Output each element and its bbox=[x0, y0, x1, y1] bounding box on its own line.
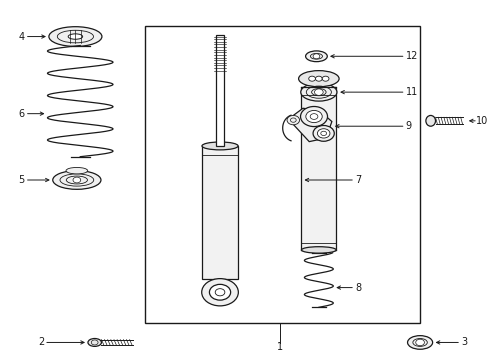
Ellipse shape bbox=[49, 27, 102, 46]
Ellipse shape bbox=[408, 336, 433, 349]
Ellipse shape bbox=[301, 83, 337, 101]
Text: 1: 1 bbox=[277, 342, 283, 352]
Text: 11: 11 bbox=[406, 87, 418, 97]
Circle shape bbox=[73, 177, 81, 183]
Circle shape bbox=[202, 279, 238, 306]
Ellipse shape bbox=[306, 51, 327, 62]
Circle shape bbox=[287, 116, 299, 125]
Circle shape bbox=[306, 111, 322, 123]
Polygon shape bbox=[294, 108, 332, 141]
Text: 7: 7 bbox=[355, 175, 361, 185]
Text: 3: 3 bbox=[461, 337, 467, 347]
Ellipse shape bbox=[68, 34, 83, 39]
Circle shape bbox=[318, 129, 330, 138]
Circle shape bbox=[315, 89, 323, 95]
Ellipse shape bbox=[298, 71, 339, 87]
Text: 9: 9 bbox=[406, 121, 412, 131]
Text: 2: 2 bbox=[38, 337, 44, 347]
Text: 12: 12 bbox=[406, 51, 418, 61]
Text: 8: 8 bbox=[355, 283, 361, 293]
Circle shape bbox=[322, 76, 329, 81]
Circle shape bbox=[300, 107, 327, 127]
Bar bbox=[146, 26, 420, 323]
Text: 5: 5 bbox=[19, 175, 25, 185]
Text: 6: 6 bbox=[19, 109, 25, 119]
Circle shape bbox=[313, 54, 320, 59]
Circle shape bbox=[309, 76, 316, 81]
Bar bbox=[202, 146, 238, 279]
Circle shape bbox=[316, 76, 322, 81]
Ellipse shape bbox=[53, 171, 101, 189]
Bar bbox=[301, 87, 336, 250]
Circle shape bbox=[416, 339, 424, 346]
Ellipse shape bbox=[202, 142, 238, 150]
Text: 4: 4 bbox=[19, 32, 25, 41]
Ellipse shape bbox=[301, 247, 336, 253]
Bar bbox=[216, 35, 224, 146]
Ellipse shape bbox=[66, 167, 88, 174]
Ellipse shape bbox=[88, 338, 101, 346]
Circle shape bbox=[313, 126, 334, 141]
Text: 10: 10 bbox=[475, 116, 488, 126]
Circle shape bbox=[209, 284, 231, 300]
Ellipse shape bbox=[426, 116, 436, 126]
